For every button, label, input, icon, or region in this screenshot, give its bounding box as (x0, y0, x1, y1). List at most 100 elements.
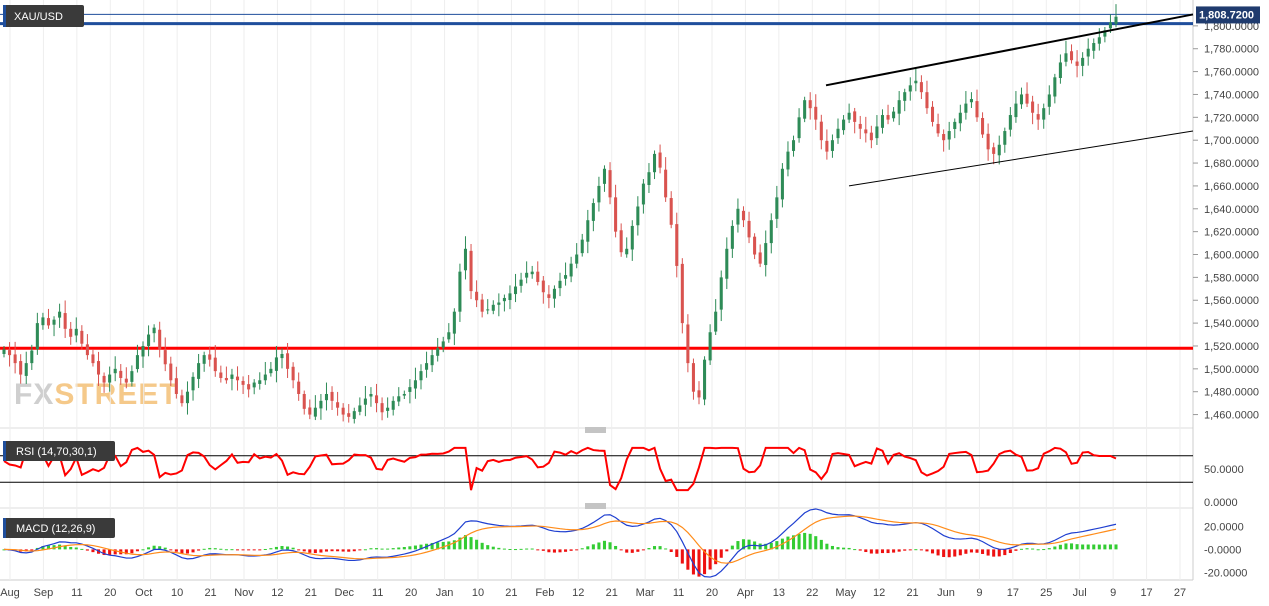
x-tick-label: Aug (0, 587, 20, 599)
macd-hist-bar-up (452, 540, 456, 550)
macd-hist-bar-up (63, 545, 67, 550)
candle-down (46, 318, 51, 326)
macd-hist-bar-down (997, 549, 1001, 557)
macd-hist-bar-down (169, 549, 173, 551)
macd-hist-bar-down (547, 549, 551, 553)
y-tick-label: 1,760.0000 (1204, 67, 1259, 79)
x-tick-label: Feb (535, 587, 554, 599)
macd-hist-bar-down (936, 549, 940, 556)
candle-down (819, 121, 823, 141)
candle-up (1086, 48, 1090, 57)
macd-hist-bar-down (108, 549, 112, 556)
candle-up (519, 279, 523, 286)
macd-hist-bar-down (135, 549, 139, 552)
symbol-badge (3, 5, 84, 27)
macd-hist-bar-up (202, 548, 206, 550)
candle-down (536, 271, 540, 282)
macd-hist-bar-down (886, 549, 890, 554)
macd-hist-bar-up (1114, 544, 1118, 550)
candle-up (997, 144, 1001, 156)
macd-hist-bar-up (480, 542, 484, 550)
candle-up (830, 140, 834, 151)
macd-hist-bar-down (558, 549, 562, 553)
rsi-label: RSI (14,70,30,1) (16, 446, 97, 458)
candle-up (791, 140, 796, 151)
candle-up (797, 117, 801, 139)
macd-hist-bar-down (252, 549, 256, 551)
candle-up (202, 355, 206, 364)
candle-up (1103, 30, 1107, 37)
macd-hist-bar-down (313, 549, 317, 554)
candle-down (686, 324, 690, 364)
x-tick-label: 9 (1110, 587, 1116, 599)
candle-up (402, 393, 406, 396)
macd-hist-bar-down (969, 549, 973, 553)
macd-hist-bar-up (1108, 544, 1112, 550)
macd-hist-bar-up (374, 548, 379, 550)
macd-hist-bar-down (992, 549, 996, 557)
candle-up (419, 371, 423, 381)
candle-down (930, 106, 935, 122)
candle-up (730, 225, 734, 249)
macd-hist-bar-up (825, 543, 829, 550)
macd-hist-bar-down (1014, 549, 1018, 551)
macd-hist-bar-down (324, 549, 329, 552)
macd-hist-bar-down (908, 549, 912, 551)
candle-down (1031, 101, 1035, 113)
candle-up (230, 374, 234, 379)
candle-up (647, 172, 651, 186)
macd-hist-bar-down (552, 549, 556, 553)
candle-up (903, 92, 907, 101)
macd-hist-bar-up (1097, 544, 1101, 550)
candle-up (764, 243, 768, 266)
macd-hist-bar-up (652, 546, 657, 550)
candle-up (391, 400, 395, 410)
x-tick-label: 10 (171, 587, 183, 599)
macd-hist-bar-up (769, 542, 773, 550)
macd-hist-bar-down (641, 549, 645, 551)
macd-hist-bar-up (152, 545, 156, 550)
candle-up (780, 168, 784, 200)
last-price-tag (1196, 6, 1260, 24)
y-tick-label: 1,660.0000 (1204, 181, 1259, 193)
candle-down (942, 134, 946, 141)
x-tick-label: 13 (773, 587, 785, 599)
candle-down (374, 395, 379, 404)
candle-down (119, 370, 123, 378)
macd-hist-bar-up (741, 539, 746, 550)
watermark-fx: FX (14, 378, 54, 411)
macd-hist-bar-down (258, 549, 262, 551)
candle-up (458, 271, 462, 312)
macd-hist-bar-down (1003, 549, 1007, 556)
candle-up (880, 115, 885, 128)
candle-down (758, 252, 762, 264)
candle-down (69, 328, 73, 337)
candle-up (1008, 115, 1012, 130)
candle-up (352, 411, 356, 419)
macd-hist-bar-up (1019, 548, 1024, 550)
macd-hist-bar-up (263, 548, 267, 550)
macd-hist-bar-up (363, 549, 367, 551)
macd-line (3, 508, 1117, 578)
macd-hist-bar-down (725, 549, 729, 552)
candle-down (986, 133, 990, 150)
candle-up (953, 121, 957, 129)
candle-down (1069, 51, 1074, 61)
x-tick-label: Jan (436, 587, 454, 599)
x-tick-label: 10 (472, 587, 484, 599)
macd-hist-bar-up (1103, 544, 1107, 550)
candle-down (936, 123, 940, 134)
candle-down (380, 403, 384, 413)
macd-hist-bar-up (280, 546, 284, 550)
candle-down (302, 393, 306, 409)
macd-hist-bar-up (230, 549, 234, 551)
macd-hist-bar-up (819, 539, 823, 550)
macd-hist-bar-up (1031, 548, 1035, 550)
macd-hist-bar-up (1058, 544, 1062, 550)
rsi-y-tick-label: 50.0000 (1204, 464, 1244, 476)
candle-down (297, 381, 301, 394)
macd-hist-bar-down (669, 549, 673, 553)
candle-up (258, 380, 262, 384)
macd-hist-bar-down (30, 549, 34, 551)
